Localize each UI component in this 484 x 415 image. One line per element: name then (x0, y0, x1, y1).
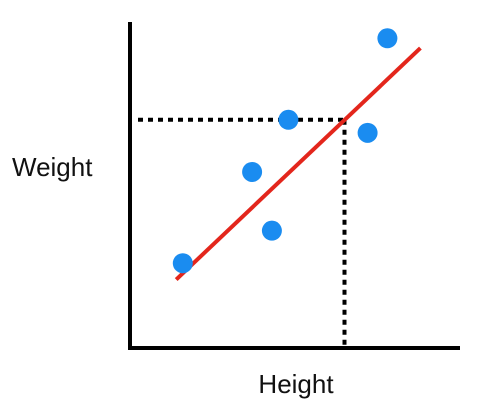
data-point (377, 28, 398, 49)
y-axis-label: Weight (12, 152, 93, 182)
axes (128, 22, 460, 350)
data-point (278, 109, 299, 130)
trend-line-group (174, 46, 422, 281)
data-point (242, 161, 263, 182)
trend-line (174, 46, 422, 281)
data-point (357, 122, 378, 143)
x-axis-label: Height (258, 369, 334, 399)
reference-lines (138, 117, 347, 346)
data-points (172, 28, 398, 274)
data-point (172, 253, 193, 274)
data-point (261, 220, 282, 241)
